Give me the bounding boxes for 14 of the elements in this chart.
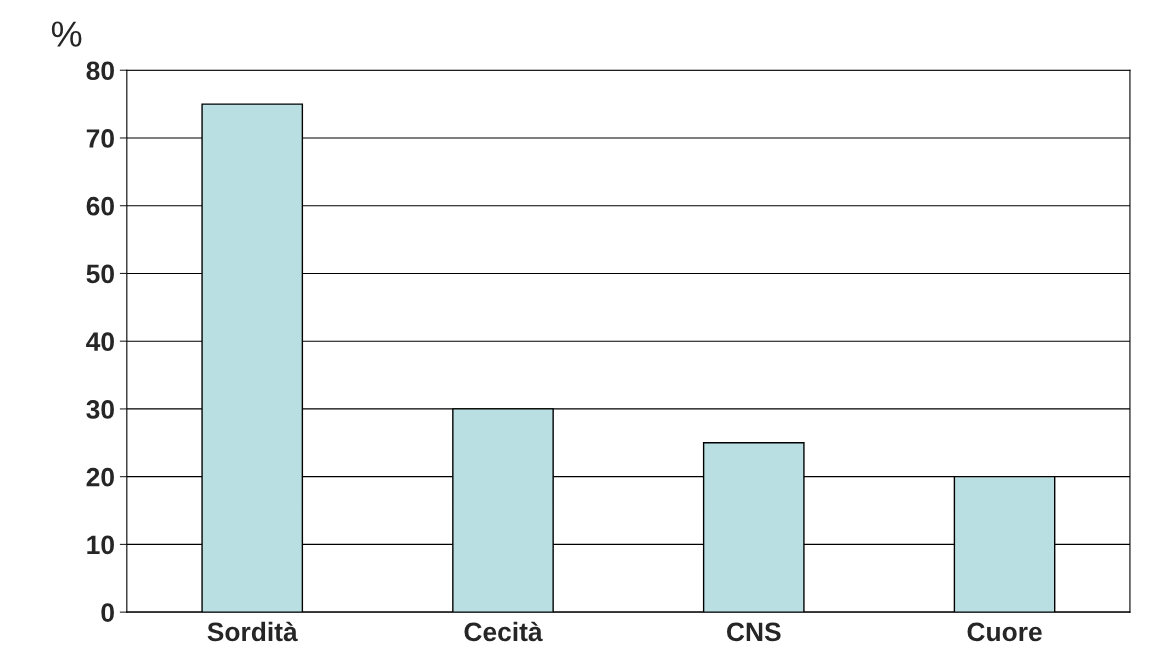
y-tick-label: 10 [87, 535, 114, 555]
y-tick-label: 80 [86, 61, 114, 81]
x-tick-label: CNS [727, 622, 781, 642]
y-axis-title: % [51, 21, 82, 47]
y-tick-label: 30 [86, 400, 114, 419]
y-tick-label: 70 [86, 129, 114, 148]
y-tick-label: 50 [86, 264, 114, 284]
y-tick-label: 60 [86, 196, 114, 216]
y-tick-label: 40 [86, 332, 114, 352]
y-tick-label: 20 [86, 467, 114, 487]
x-tick-label: Cuore [967, 622, 1042, 642]
x-tick-label: Sordità [207, 621, 298, 642]
x-tick-label: Cecità [464, 621, 543, 642]
y-tick-label: 0 [101, 603, 114, 622]
